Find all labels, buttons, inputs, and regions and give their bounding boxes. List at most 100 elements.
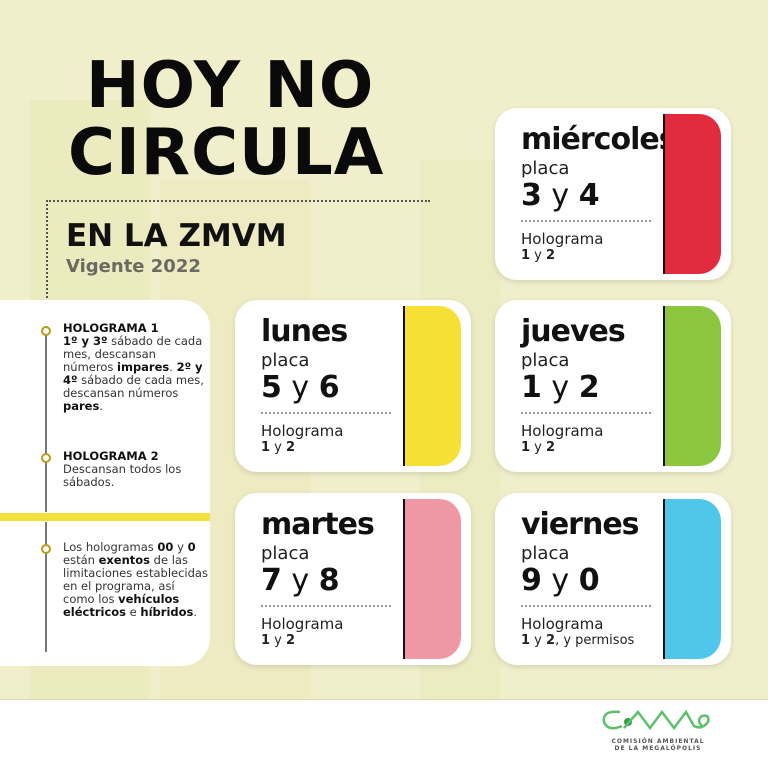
divider: [261, 412, 391, 414]
rules-panel: HOLOGRAMA 1 1º y 3º sábado de cada mes, d…: [0, 300, 210, 666]
text-segment: impares: [117, 360, 170, 374]
day-card-viernes: viernes placa 9 y 0 Holograma 1 y 2, y p…: [495, 493, 731, 665]
text-segment: 2: [286, 440, 296, 455]
plate-numbers: 3 y 4: [521, 178, 600, 213]
bullet-icon: [41, 544, 51, 554]
text-segment: 2: [546, 440, 556, 455]
divider: [663, 114, 665, 274]
day-card-lunes: lunes placa 5 y 6 Holograma 1 y 2: [235, 300, 471, 472]
note-hologram-1: HOLOGRAMA 1 1º y 3º sábado de cada mes, d…: [63, 322, 208, 413]
hologram-values: 1 y 2, y permisos: [521, 633, 634, 648]
text-segment: pares: [63, 399, 100, 413]
hologram-label: Holograma: [261, 422, 344, 440]
day-card-martes: martes placa 7 y 8 Holograma 1 y 2: [235, 493, 471, 665]
plate-digit: 3: [521, 178, 542, 213]
day-name: jueves: [521, 314, 626, 349]
region-title: EN LA ZMVM: [66, 218, 287, 254]
hologram-values: 1 y 2: [261, 440, 295, 455]
text-segment: 1: [261, 633, 271, 648]
plate-joiner: y: [541, 178, 579, 213]
text-segment: híbridos: [140, 605, 194, 619]
text-segment: .: [169, 360, 177, 374]
plate-label: placa: [261, 543, 310, 564]
divider: [261, 605, 391, 607]
plate-joiner: y: [541, 563, 579, 598]
divider: [521, 412, 651, 414]
note-exemptions: Los hologramas 00 y 0 están exentos de l…: [63, 541, 208, 619]
text-segment: sábado de cada mes, descansan números: [63, 373, 204, 400]
note-hologram-2: HOLOGRAMA 2 Descansan todos los sábados.: [63, 450, 208, 489]
text-segment: sábado de cada mes, descansan números: [63, 334, 203, 374]
note-heading: HOLOGRAMA 1: [63, 321, 159, 335]
text-segment: 1: [521, 248, 531, 263]
text-segment: 2: [546, 633, 556, 648]
text-segment: vehículos eléctricos: [63, 592, 180, 619]
text-segment: 2: [546, 248, 556, 263]
color-tab: [665, 114, 721, 274]
plate-label: placa: [521, 543, 570, 564]
hologram-values: 1 y 2: [521, 440, 555, 455]
text-segment: 0: [187, 540, 196, 554]
plate-digit: 5: [261, 370, 282, 405]
divider: [403, 499, 405, 659]
text-segment: exentos: [98, 553, 151, 567]
text-segment: 1º y 3º: [63, 334, 108, 348]
hologram-label: Holograma: [521, 615, 604, 633]
timeline-line: [45, 522, 47, 652]
text-segment: 1: [261, 440, 271, 455]
text-segment: y: [530, 440, 547, 455]
plate-label: placa: [521, 350, 570, 371]
plate-digit: 9: [521, 563, 542, 598]
plate-joiner: y: [281, 563, 319, 598]
text-segment: 00: [157, 540, 174, 554]
text-segment: y: [270, 633, 287, 648]
hologram-label: Holograma: [521, 422, 604, 440]
day-card-jueves: jueves placa 1 y 2 Holograma 1 y 2: [495, 300, 731, 472]
infographic: HOY NO CIRCULA EN LA ZMVM Vigente 2022 H…: [0, 0, 768, 700]
divider: [46, 200, 48, 326]
hologram-values: 1 y 2: [261, 633, 295, 648]
logo-text-2: DE LA MEGALÓPOLIS: [614, 745, 702, 752]
text-segment: e: [126, 605, 141, 619]
plate-digit: 4: [578, 178, 600, 213]
text-segment: 1: [521, 440, 531, 455]
plate-label: placa: [261, 350, 310, 371]
plate-numbers: 9 y 0: [521, 563, 600, 598]
divider: [521, 605, 651, 607]
text-segment: 2º y 4º: [63, 360, 203, 387]
hologram-label: Holograma: [261, 615, 344, 633]
plate-numbers: 5 y 6: [261, 370, 340, 405]
text-segment: de las limitaciones establecidas en el p…: [63, 553, 208, 606]
subtitle: Vigente 2022: [66, 256, 201, 277]
hologram-values: 1 y 2: [521, 248, 555, 263]
plate-digit: 6: [318, 370, 340, 405]
plate-digit: 7: [261, 563, 282, 598]
plate-joiner: y: [541, 370, 579, 405]
color-tab: [665, 306, 721, 466]
bullet-icon: [41, 326, 51, 336]
color-tab: [665, 499, 721, 659]
divider: [663, 306, 665, 466]
yellow-divider: [0, 513, 210, 521]
came-logo: COMISIÓN AMBIENTAL DE LA MEGALÓPOLIS: [598, 706, 718, 752]
timeline-line: [45, 326, 47, 512]
text-segment: .: [99, 399, 103, 413]
day-name: martes: [261, 507, 375, 542]
plate-numbers: 7 y 8: [261, 563, 340, 598]
plate-numbers: 1 y 2: [521, 370, 600, 405]
plate-digit: 2: [578, 370, 600, 405]
day-name: lunes: [261, 314, 348, 349]
plate-digit: 1: [521, 370, 542, 405]
title-line-1: HOY NO: [86, 49, 375, 123]
text-segment: .: [193, 605, 198, 619]
color-tab: [405, 499, 461, 659]
hologram-label: Holograma: [521, 230, 604, 248]
plate-digit: 8: [318, 563, 340, 598]
plate-joiner: y: [281, 370, 319, 405]
day-name: miércoles: [521, 122, 677, 157]
bullet-icon: [41, 453, 51, 463]
text-segment: Descansan todos los sábados.: [63, 462, 182, 489]
text-segment: 2: [286, 633, 296, 648]
divider: [403, 306, 405, 466]
logo-text-1: COMISIÓN AMBIENTAL: [611, 738, 705, 745]
